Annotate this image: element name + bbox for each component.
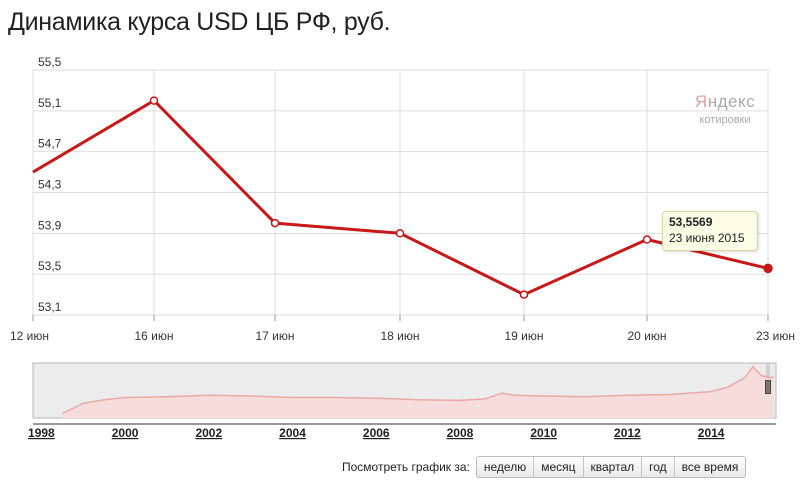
logo-brand-rest: ндекс — [707, 92, 756, 111]
period-month-button[interactable]: месяц — [533, 457, 582, 477]
year-tick-label[interactable]: 2000 — [112, 426, 139, 440]
data-point[interactable] — [395, 229, 405, 238]
x-tick-label: 23 июн — [756, 329, 795, 343]
logo-brand-first: Я — [694, 92, 708, 111]
period-selector: Посмотреть график за: неделю месяц кварт… — [342, 456, 747, 478]
year-tick-label[interactable]: 2008 — [447, 426, 474, 440]
navigator-area — [62, 366, 774, 418]
logo-subtitle: котировки — [699, 114, 751, 126]
year-tick-label[interactable]: 2006 — [363, 426, 390, 440]
y-tick-label: 55,1 — [38, 96, 62, 110]
year-tick-label[interactable]: 2010 — [530, 426, 557, 440]
y-tick-label: 55,5 — [38, 55, 62, 69]
tooltip-value: 53,5569 — [669, 215, 713, 229]
x-tick-label: 16 июн — [134, 329, 173, 343]
data-point[interactable] — [763, 263, 773, 274]
year-tick-label[interactable]: 1998 — [28, 426, 55, 440]
y-tick-label: 54,7 — [38, 137, 62, 151]
y-tick-label: 53,5 — [38, 259, 62, 273]
data-point[interactable] — [642, 235, 652, 244]
x-tick-label: 12 июн — [10, 329, 49, 343]
year-tick-label[interactable]: 2012 — [614, 426, 641, 440]
period-week-button[interactable]: неделю — [483, 460, 527, 474]
period-buttons: неделю месяц квартал год все время — [475, 456, 747, 478]
tooltip-date: 23 июня 2015 — [669, 231, 745, 245]
year-tick-label[interactable]: 2014 — [698, 426, 725, 440]
chart-title: Динамика курса USD ЦБ РФ, руб. — [8, 8, 391, 36]
y-tick-label: 53,1 — [38, 300, 62, 314]
period-all-button[interactable]: все время — [673, 457, 746, 477]
period-quarter-button[interactable]: квартал — [582, 457, 642, 477]
x-tick-label: 17 июн — [255, 329, 294, 343]
y-tick-label: 53,9 — [38, 218, 62, 232]
period-year-button[interactable]: год — [641, 457, 674, 477]
x-tick-label: 18 июн — [380, 329, 419, 343]
y-tick-label: 54,3 — [38, 178, 62, 192]
x-tick-label: 19 июн — [504, 329, 543, 343]
navigator-handle[interactable] — [765, 380, 771, 394]
period-label: Посмотреть график за: — [342, 460, 470, 474]
data-point[interactable] — [149, 96, 159, 105]
navigator-line — [61, 365, 775, 415]
year-tick-label[interactable]: 2004 — [279, 426, 306, 440]
yandex-logo: Яндекс котировки — [680, 92, 770, 126]
x-tick-label: 20 июн — [627, 329, 666, 343]
data-point[interactable] — [270, 218, 280, 228]
data-point[interactable] — [519, 290, 529, 299]
year-tick-label[interactable]: 2002 — [195, 426, 222, 440]
value-tooltip: 53,5569 23 июня 2015 — [662, 211, 758, 251]
